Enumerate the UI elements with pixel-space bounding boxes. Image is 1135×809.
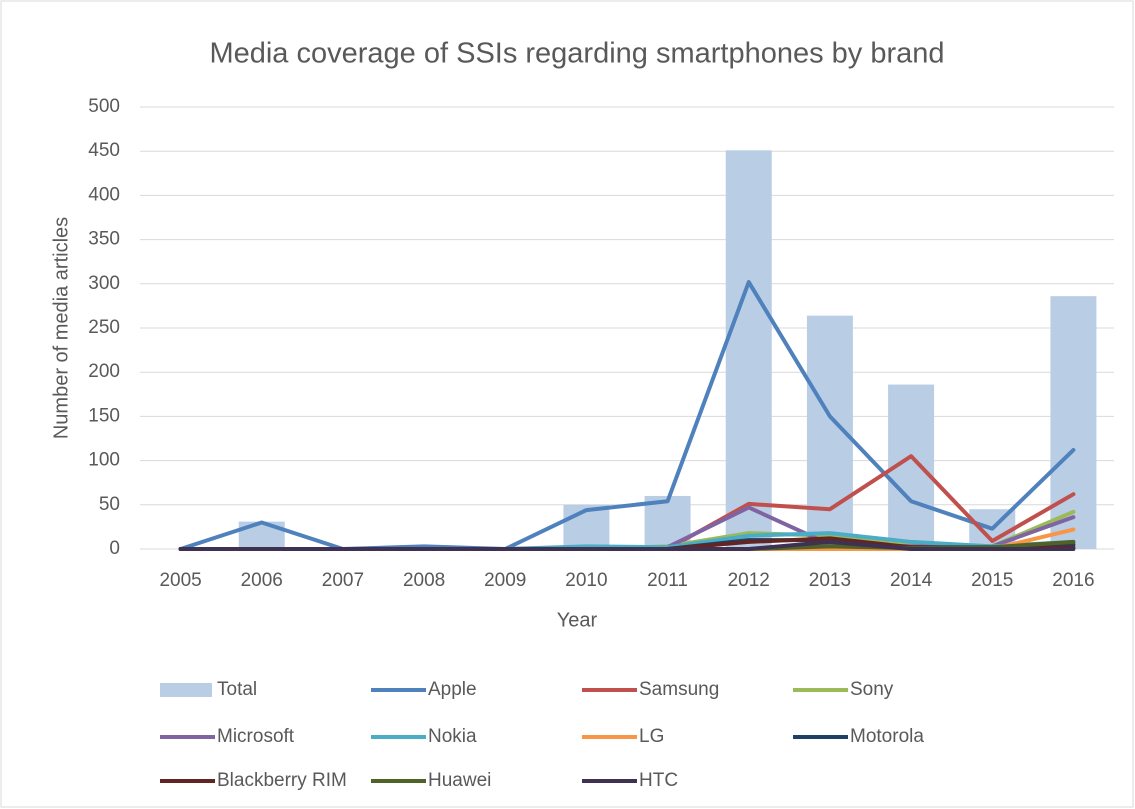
y-axis-label: Number of media articles (50, 217, 72, 439)
y-tick-label: 350 (88, 229, 120, 250)
line (178, 280, 1076, 551)
legend-label: Blackberry RIM (217, 770, 347, 791)
bar (1050, 296, 1097, 549)
y-tick-label: 450 (88, 140, 120, 161)
x-tick-label: 2013 (809, 570, 851, 591)
x-tick-label: 2008 (403, 570, 445, 591)
legend-label: Motorola (850, 726, 924, 747)
x-axis-label: Year (557, 609, 598, 631)
x-tick-label: 2006 (241, 570, 283, 591)
legend-label: Samsung (639, 679, 719, 700)
legend-label: LG (639, 726, 664, 747)
y-tick-label: 50 (99, 494, 120, 515)
y-tick-label: 100 (88, 450, 120, 471)
chart-title: Media coverage of SSIs regarding smartph… (209, 38, 944, 70)
legend-label: Apple (428, 679, 477, 700)
line (178, 539, 1076, 551)
y-tick-label: 300 (88, 273, 120, 294)
legend-label: Huawei (428, 770, 491, 791)
x-tick-label: 2009 (484, 570, 526, 591)
x-tick-label: 2014 (890, 570, 933, 591)
legend-label: HTC (639, 770, 678, 791)
x-tick-label: 2012 (728, 570, 770, 591)
legend-swatch (160, 683, 212, 697)
y-tick-label: 500 (88, 96, 120, 117)
legend-label: Total (217, 679, 257, 700)
legend-label: Nokia (428, 726, 477, 747)
y-tick-label: 200 (88, 361, 120, 382)
x-tick-label: 2015 (971, 570, 1013, 591)
x-tick-label: 2011 (647, 570, 688, 591)
x-tick-label: 2007 (322, 570, 364, 591)
x-tick-label: 2005 (159, 570, 201, 591)
x-tick-label: 2010 (565, 570, 607, 591)
y-tick-label: 250 (88, 317, 120, 338)
y-tick-label: 400 (88, 184, 120, 205)
y-tick-label: 150 (88, 405, 120, 426)
x-tick-label: 2016 (1052, 570, 1094, 591)
legend-label: Sony (850, 679, 894, 700)
legend-label: Microsoft (217, 726, 295, 747)
bar (725, 150, 772, 550)
y-tick-label: 0 (109, 538, 120, 559)
